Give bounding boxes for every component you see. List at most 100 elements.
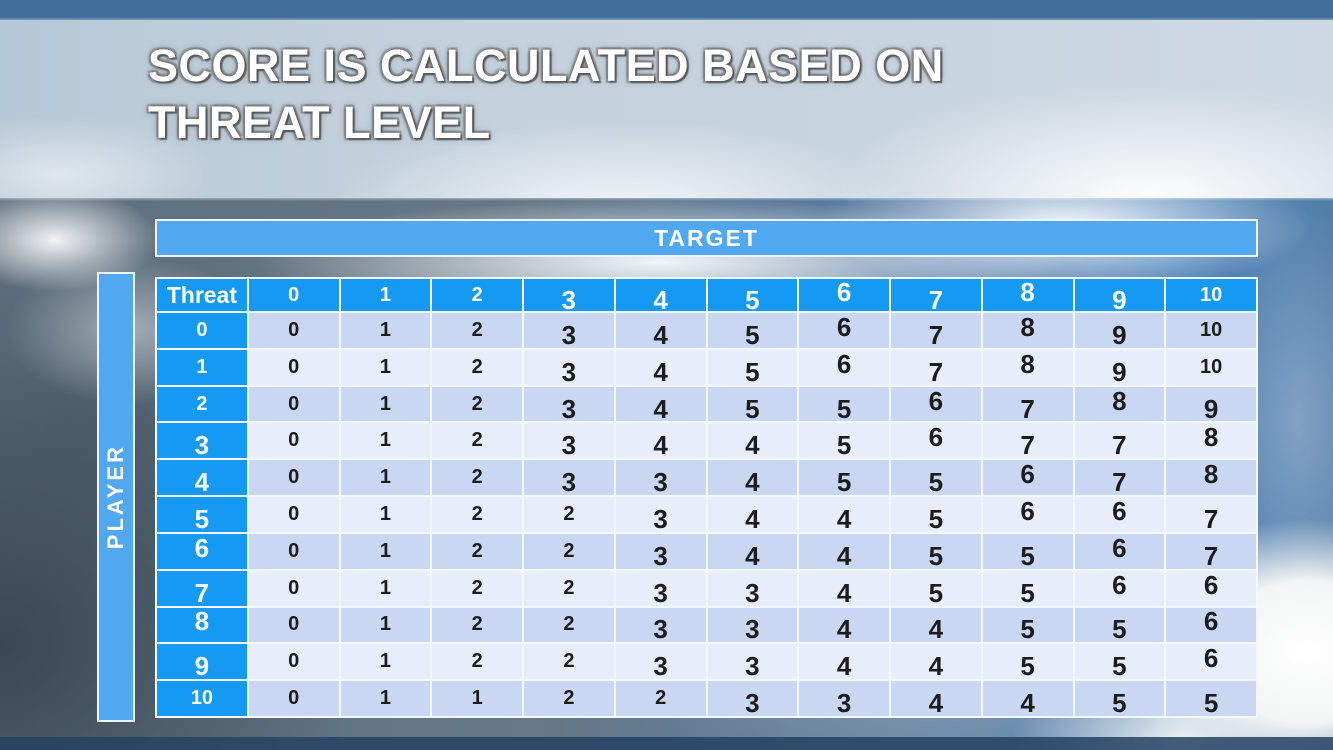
matrix-cell: 2 [522,568,616,608]
matrix-cell: 1 [338,311,433,350]
matrix-cell: 1 [338,568,433,608]
matrix-cell: 0 [246,642,341,682]
row-header: 10 [155,679,249,718]
matrix-cell: 9 [1072,347,1167,387]
matrix-cell: 4 [613,421,708,461]
corner-label: Threat [155,277,249,313]
top-strip [0,0,1333,17]
matrix-cell: 0 [246,531,341,571]
matrix-cell: 4 [889,679,983,718]
matrix-cell: 3 [613,495,708,534]
matrix-cell: 5 [980,568,1075,608]
title-line-1: SCORE IS CALCULATED BASED ON [148,40,944,91]
matrix-cell: 3 [522,421,616,461]
player-axis-bar: PLAYER [97,272,135,722]
matrix-cell: 6 [1164,568,1258,608]
matrix-cell: 4 [797,495,891,534]
matrix-cell: 2 [430,458,524,498]
matrix-cell: 5 [705,347,800,387]
matrix-cell: 6 [797,347,891,387]
matrix-cell: 0 [246,568,341,608]
row-header: 2 [155,384,249,424]
matrix-cell: 5 [980,642,1075,682]
matrix-cell: 3 [705,605,800,645]
matrix-cell: 7 [980,421,1075,461]
title-line-2: THREAT LEVEL [148,97,491,148]
matrix-cell: 4 [797,568,891,608]
matrix-cell: 8 [980,347,1075,387]
matrix-cell: 4 [797,642,891,682]
row-header: 4 [155,458,249,498]
matrix-cell: 7 [1072,421,1167,461]
matrix-cell: 2 [430,311,524,350]
row-header: 6 [155,531,249,571]
row-header: 3 [155,421,249,461]
col-header: 7 [889,277,983,313]
target-axis-label: TARGET [654,224,759,251]
matrix-cell: 2 [522,531,616,571]
matrix-cell: 3 [613,605,708,645]
matrix-cell: 5 [705,311,800,350]
matrix-cell: 4 [797,531,891,571]
matrix-cell: 2 [430,642,524,682]
matrix-cell: 8 [1164,421,1258,461]
player-axis-label: PLAYER [103,444,128,550]
matrix-cell: 5 [889,568,983,608]
matrix-cell: 3 [613,642,708,682]
matrix-cell: 3 [705,568,800,608]
matrix-cell: 3 [613,458,708,498]
matrix-cell: 5 [1072,605,1167,645]
matrix-cell: 4 [705,458,800,498]
matrix-cell: 5 [889,458,983,498]
matrix-cell: 0 [246,311,341,350]
matrix-cell: 6 [980,458,1075,498]
matrix-cell: 3 [522,458,616,498]
table-row: 10 0 1 1 2 2 3 3 4 4 5 5 [155,679,1258,718]
matrix-cell: 3 [522,347,616,387]
matrix-cell: 6 [1164,642,1258,682]
matrix-cell: 0 [246,384,341,424]
matrix-cell: 1 [338,531,433,571]
matrix-cell: 7 [1164,531,1258,571]
row-header: 0 [155,311,249,350]
target-axis-bar: TARGET [155,219,1258,257]
matrix-cell: 8 [1072,384,1167,424]
matrix-cell: 1 [338,421,433,461]
matrix-cell: 3 [522,311,616,350]
matrix-cell: 4 [705,421,800,461]
matrix-cell: 0 [246,679,341,718]
matrix-cell: 4 [613,384,708,424]
matrix-cell: 3 [705,679,800,718]
matrix-cell: 1 [430,679,524,718]
matrix-cell: 0 [246,421,341,461]
col-header: 4 [613,277,708,313]
bottom-strip [0,737,1333,750]
matrix-cell: 8 [1164,458,1258,498]
matrix-cell: 1 [338,458,433,498]
matrix-cell: 5 [1164,679,1258,718]
matrix-cell: 5 [980,605,1075,645]
matrix-cell: 7 [1072,458,1167,498]
title-band [0,20,1333,198]
matrix-cell: 1 [338,642,433,682]
matrix-cell: 10 [1164,347,1258,387]
row-header: 1 [155,347,249,387]
matrix-cell: 4 [797,605,891,645]
matrix-cell: 5 [705,384,800,424]
matrix-cell: 6 [1072,495,1167,534]
matrix-cell: 5 [889,495,983,534]
matrix-cell: 2 [522,642,616,682]
matrix-cell: 0 [246,605,341,645]
matrix-cell: 2 [430,495,524,534]
row-header: 5 [155,495,249,534]
matrix-cell: 3 [522,384,616,424]
matrix-cell: 3 [705,642,800,682]
matrix-cell: 7 [889,311,983,350]
